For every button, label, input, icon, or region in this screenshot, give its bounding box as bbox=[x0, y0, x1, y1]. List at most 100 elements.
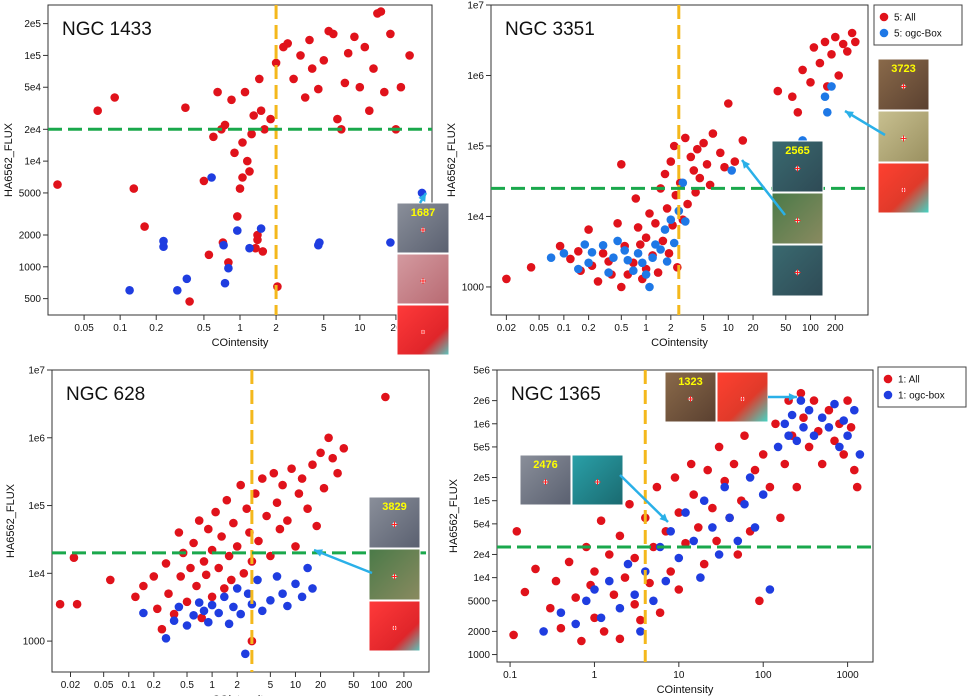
point-ogc-box bbox=[636, 627, 645, 636]
point-ogc-box bbox=[633, 249, 643, 258]
point-all bbox=[182, 597, 192, 607]
point-ogc-box bbox=[605, 576, 614, 586]
x-tick-label: 0.1 bbox=[557, 323, 571, 334]
point-ogc-box bbox=[598, 241, 608, 250]
point-ogc-box bbox=[182, 274, 192, 284]
point-ogc-box bbox=[850, 405, 859, 415]
cutout-ngc628-grey: 3829 bbox=[368, 496, 421, 549]
legend-marker bbox=[883, 390, 893, 400]
point-ogc-box bbox=[804, 405, 814, 415]
point-all bbox=[199, 176, 209, 186]
x-tick-label: 50 bbox=[348, 680, 360, 691]
point-ogc-box bbox=[830, 399, 839, 409]
x-axis-label: COintensity bbox=[657, 684, 714, 696]
point-all bbox=[396, 82, 406, 92]
point-ogc-box bbox=[669, 238, 679, 248]
y-tick-label: 2e6 bbox=[473, 396, 490, 407]
point-all bbox=[365, 106, 374, 115]
point-all bbox=[851, 37, 860, 47]
point-ogc-box bbox=[539, 627, 548, 636]
y-tick-label: 2e5 bbox=[473, 473, 490, 484]
point-all bbox=[755, 596, 764, 606]
point-ogc-box bbox=[809, 431, 819, 441]
point-ogc-box bbox=[224, 619, 234, 629]
point-all bbox=[240, 87, 250, 97]
point-all bbox=[605, 550, 614, 559]
point-all bbox=[824, 405, 834, 415]
x-axis-label: COintensity bbox=[212, 694, 269, 696]
point-all bbox=[194, 516, 204, 525]
point-ogc-box bbox=[827, 82, 836, 91]
point-ogc-box bbox=[765, 585, 775, 594]
cutout-crosshair bbox=[420, 227, 426, 233]
x-tick-label: 200 bbox=[396, 680, 413, 691]
y-tick-label: 5e4 bbox=[473, 519, 490, 530]
point-all bbox=[666, 157, 676, 166]
series-ogc-box bbox=[539, 396, 865, 636]
point-all bbox=[733, 550, 743, 559]
x-tick-label: 10 bbox=[673, 670, 685, 681]
point-all bbox=[316, 448, 325, 458]
x-axis-label: COintensity bbox=[212, 337, 269, 349]
x-tick-label: 200 bbox=[827, 323, 844, 334]
point-ogc-box bbox=[266, 596, 275, 605]
y-tick-label: 5000 bbox=[468, 596, 491, 607]
point-ogc-box bbox=[784, 431, 793, 441]
point-ogc-box bbox=[839, 416, 848, 425]
point-all bbox=[230, 148, 239, 158]
point-ogc-box bbox=[745, 473, 755, 482]
point-ogc-box bbox=[241, 649, 250, 659]
point-ogc-box bbox=[620, 246, 629, 255]
point-all bbox=[750, 465, 760, 475]
point-all bbox=[843, 396, 852, 405]
point-all bbox=[669, 141, 679, 151]
point-all bbox=[314, 84, 323, 94]
cutout-crosshair bbox=[420, 278, 426, 284]
point-ogc-box bbox=[236, 609, 245, 619]
y-tick-label: 5e5 bbox=[473, 442, 490, 453]
point-all bbox=[197, 613, 206, 623]
cutout-ngc3351-a-grey: 2565 bbox=[771, 140, 824, 193]
point-ogc-box bbox=[224, 263, 233, 273]
point-all bbox=[796, 388, 806, 398]
y-tick-label: 1e6 bbox=[473, 419, 490, 430]
point-ogc-box bbox=[666, 527, 675, 536]
cutout-label: 1323 bbox=[678, 376, 702, 388]
arrow-ngc3351-b bbox=[844, 109, 886, 137]
point-all bbox=[809, 396, 819, 405]
point-all bbox=[852, 482, 862, 492]
cutout-ngc1365-b-cyan bbox=[571, 454, 624, 506]
point-all bbox=[699, 138, 708, 148]
point-all bbox=[369, 64, 378, 73]
point-all bbox=[247, 129, 256, 139]
legend-box bbox=[877, 366, 967, 408]
point-all bbox=[343, 48, 353, 58]
point-all bbox=[571, 593, 580, 602]
point-all bbox=[189, 538, 198, 548]
point-all bbox=[209, 132, 218, 142]
point-all bbox=[350, 32, 359, 42]
point-ogc-box bbox=[720, 482, 729, 492]
plot-frame bbox=[47, 4, 433, 316]
cutout-crosshair bbox=[794, 165, 801, 172]
point-all bbox=[738, 136, 748, 145]
point-all bbox=[827, 50, 836, 59]
point-all bbox=[291, 542, 300, 551]
point-ogc-box bbox=[559, 249, 569, 258]
point-ogc-box bbox=[824, 423, 834, 432]
point-ogc-box bbox=[733, 536, 743, 546]
point-ogc-box bbox=[740, 499, 749, 509]
point-ogc-box bbox=[615, 603, 625, 613]
point-all bbox=[850, 465, 859, 475]
x-tick-label: 0.05 bbox=[74, 323, 94, 334]
cutout-crosshair bbox=[900, 187, 907, 193]
point-all bbox=[185, 297, 194, 306]
point-all bbox=[287, 464, 296, 474]
point-ogc-box bbox=[207, 173, 216, 182]
y-axis-label: HA6562_FLUX bbox=[448, 478, 460, 553]
point-all bbox=[93, 106, 102, 115]
point-all bbox=[303, 504, 312, 513]
point-all bbox=[556, 623, 566, 633]
point-all bbox=[664, 249, 674, 258]
point-ogc-box bbox=[233, 226, 242, 235]
